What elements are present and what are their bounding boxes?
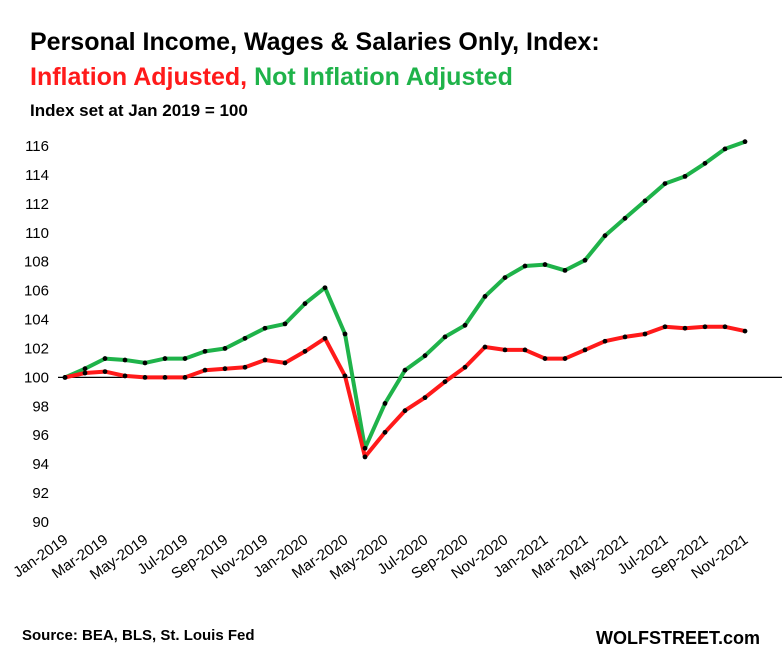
y-tick-label: 114 bbox=[25, 167, 49, 184]
chart-title: Personal Income, Wages & Salaries Only, … bbox=[30, 28, 600, 56]
y-tick-label: 116 bbox=[25, 138, 49, 155]
data-point-not_inflation_adjusted bbox=[702, 160, 708, 166]
data-point-inflation_adjusted bbox=[442, 379, 448, 385]
data-point-inflation_adjusted bbox=[162, 374, 168, 380]
y-tick-label: 106 bbox=[24, 283, 49, 300]
data-point-not_inflation_adjusted bbox=[422, 353, 428, 359]
data-point-inflation_adjusted bbox=[82, 370, 88, 376]
data-point-inflation_adjusted bbox=[662, 324, 668, 330]
data-point-not_inflation_adjusted bbox=[502, 275, 508, 280]
data-point-inflation_adjusted bbox=[182, 374, 188, 380]
data-point-not_inflation_adjusted bbox=[322, 285, 328, 291]
data-point-inflation_adjusted bbox=[702, 324, 708, 330]
data-point-not_inflation_adjusted bbox=[442, 334, 448, 340]
line-chart: 9092949698100102104106108110112114116Jan… bbox=[10, 138, 782, 584]
data-point-not_inflation_adjusted bbox=[602, 233, 608, 239]
y-tick-label: 110 bbox=[25, 225, 49, 242]
data-point-inflation_adjusted bbox=[122, 373, 128, 379]
brand-logo-text: WOLFSTREET.com bbox=[595, 628, 760, 648]
data-point-inflation_adjusted bbox=[302, 348, 308, 354]
y-tick-label: 102 bbox=[24, 340, 49, 357]
data-point-inflation_adjusted bbox=[102, 369, 108, 374]
data-point-not_inflation_adjusted bbox=[282, 321, 288, 327]
data-point-not_inflation_adjusted bbox=[182, 356, 188, 361]
data-point-not_inflation_adjusted bbox=[222, 346, 228, 351]
data-point-not_inflation_adjusted bbox=[662, 181, 668, 187]
data-point-inflation_adjusted bbox=[422, 395, 428, 401]
y-tick-label: 90 bbox=[32, 514, 49, 531]
data-point-not_inflation_adjusted bbox=[302, 301, 308, 307]
data-point-inflation_adjusted bbox=[382, 429, 388, 435]
data-point-not_inflation_adjusted bbox=[682, 173, 688, 179]
data-point-not_inflation_adjusted bbox=[482, 294, 488, 299]
data-point-not_inflation_adjusted bbox=[402, 367, 408, 373]
series-line-not_inflation_adjusted bbox=[63, 139, 747, 451]
data-point-not_inflation_adjusted bbox=[102, 356, 108, 361]
data-point-inflation_adjusted bbox=[342, 373, 348, 379]
y-tick-label: 100 bbox=[24, 369, 49, 386]
data-point-inflation_adjusted bbox=[282, 360, 288, 366]
data-point-inflation_adjusted bbox=[222, 366, 228, 372]
data-point-inflation_adjusted bbox=[642, 331, 648, 337]
series-line-inflation_adjusted bbox=[63, 324, 747, 459]
data-point-inflation_adjusted bbox=[142, 374, 148, 380]
y-tick-label: 92 bbox=[32, 485, 49, 502]
subtitle-not-inflation-adjusted: Not Inflation Adjusted bbox=[254, 63, 513, 91]
data-point-not_inflation_adjusted bbox=[162, 356, 168, 361]
chart-subtitle: Inflation Adjusted, Not Inflation Adjust… bbox=[30, 63, 513, 92]
data-point-inflation_adjusted bbox=[622, 334, 628, 340]
data-point-not_inflation_adjusted bbox=[382, 401, 388, 406]
data-point-inflation_adjusted bbox=[242, 364, 248, 370]
data-point-inflation_adjusted bbox=[362, 454, 368, 460]
y-tick-label: 112 bbox=[25, 196, 49, 213]
data-point-inflation_adjusted bbox=[482, 344, 488, 350]
data-point-inflation_adjusted bbox=[62, 374, 68, 380]
data-point-not_inflation_adjusted bbox=[122, 357, 128, 363]
data-point-inflation_adjusted bbox=[202, 367, 208, 373]
source-credit: Source: BEA, BLS, St. Louis Fed bbox=[22, 627, 255, 644]
data-point-not_inflation_adjusted bbox=[362, 445, 368, 451]
y-tick-label: 108 bbox=[24, 254, 49, 271]
data-point-inflation_adjusted bbox=[682, 325, 688, 331]
data-point-not_inflation_adjusted bbox=[342, 331, 348, 337]
data-point-inflation_adjusted bbox=[722, 324, 728, 330]
data-point-inflation_adjusted bbox=[562, 356, 568, 361]
y-tick-label: 94 bbox=[32, 456, 49, 473]
data-point-inflation_adjusted bbox=[742, 328, 748, 334]
data-point-not_inflation_adjusted bbox=[462, 322, 468, 328]
data-point-not_inflation_adjusted bbox=[622, 215, 628, 221]
data-point-not_inflation_adjusted bbox=[742, 139, 748, 145]
data-point-not_inflation_adjusted bbox=[262, 325, 268, 331]
index-note: Index set at Jan 2019 = 100 bbox=[30, 101, 248, 120]
data-point-inflation_adjusted bbox=[262, 357, 268, 363]
subtitle-inflation-adjusted: Inflation Adjusted, bbox=[30, 63, 248, 91]
data-point-inflation_adjusted bbox=[602, 338, 608, 344]
data-point-not_inflation_adjusted bbox=[722, 146, 728, 152]
data-point-not_inflation_adjusted bbox=[202, 348, 208, 354]
data-point-not_inflation_adjusted bbox=[142, 360, 148, 366]
data-point-inflation_adjusted bbox=[462, 364, 468, 370]
data-point-inflation_adjusted bbox=[582, 347, 588, 353]
data-point-inflation_adjusted bbox=[502, 347, 508, 353]
data-point-not_inflation_adjusted bbox=[582, 257, 588, 263]
data-point-inflation_adjusted bbox=[322, 335, 328, 341]
y-tick-label: 98 bbox=[32, 398, 49, 415]
y-tick-label: 104 bbox=[24, 312, 49, 329]
data-point-inflation_adjusted bbox=[402, 408, 408, 414]
data-point-inflation_adjusted bbox=[542, 356, 548, 361]
data-point-not_inflation_adjusted bbox=[562, 267, 568, 273]
data-point-not_inflation_adjusted bbox=[642, 198, 648, 204]
data-point-not_inflation_adjusted bbox=[82, 366, 88, 372]
data-point-not_inflation_adjusted bbox=[522, 263, 528, 269]
data-point-not_inflation_adjusted bbox=[542, 262, 548, 267]
data-point-not_inflation_adjusted bbox=[242, 335, 248, 341]
data-point-inflation_adjusted bbox=[522, 347, 528, 353]
y-tick-label: 96 bbox=[32, 427, 49, 444]
